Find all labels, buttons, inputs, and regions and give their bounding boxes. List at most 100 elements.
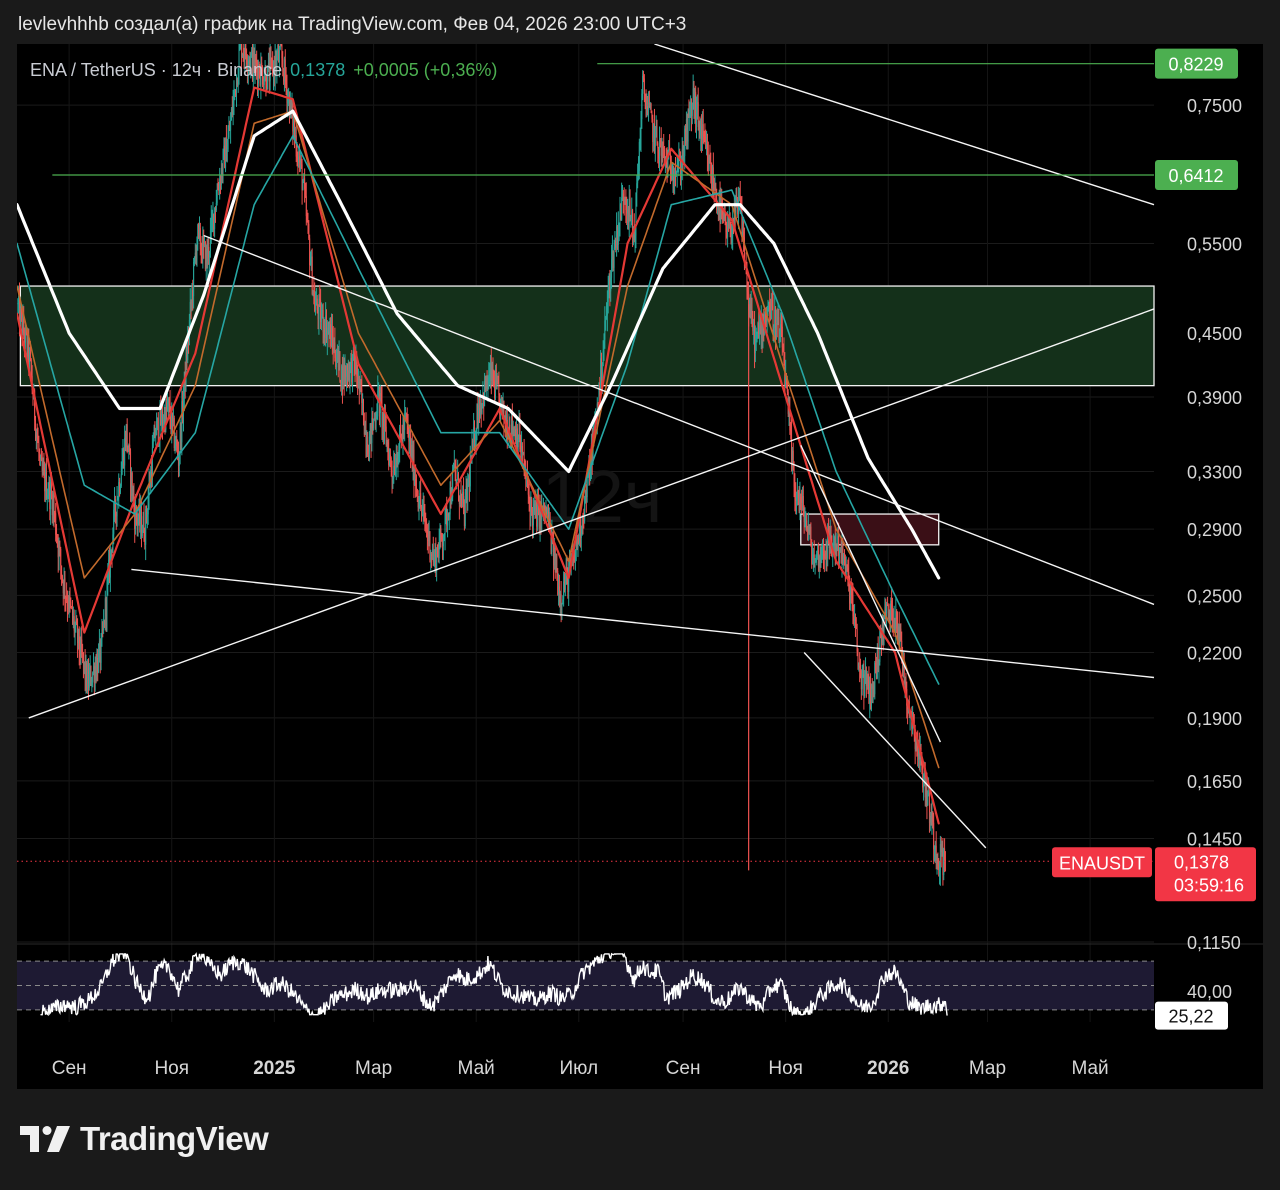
candle-body [88, 673, 90, 688]
candle-body [255, 57, 257, 63]
candle-body [193, 261, 195, 297]
candle-body [807, 528, 809, 532]
candle-body [479, 402, 481, 416]
candle-body [387, 442, 389, 450]
candle-body [288, 94, 290, 118]
candle-body [340, 381, 342, 385]
candle-body [870, 684, 872, 710]
candle-body [627, 209, 629, 223]
candle-body [98, 641, 100, 650]
candle-body [113, 509, 115, 535]
candle-body [407, 424, 409, 430]
candle-body [269, 57, 271, 82]
candle-body [800, 496, 802, 501]
price-chart[interactable]: 12ч 0,75000,55000,45000,39000,33000,2900… [17, 44, 1263, 1089]
candle-body [729, 217, 731, 232]
candle-body [491, 363, 493, 382]
candle-body [558, 586, 560, 595]
candle-body [602, 350, 604, 367]
candle-body [39, 452, 41, 458]
candle-body [106, 582, 108, 617]
candle-body [481, 403, 483, 413]
symbol-badge [1052, 847, 1152, 878]
candle-body [381, 400, 383, 427]
candle-body [371, 417, 373, 444]
candle-body [858, 666, 860, 668]
candle-body [656, 125, 658, 144]
candle-body [362, 399, 364, 403]
candle-body [114, 499, 116, 510]
candle-body [726, 232, 728, 238]
candle-body [895, 611, 897, 629]
candle-body [92, 672, 94, 683]
candle-body [943, 848, 945, 875]
candle-body [421, 505, 423, 511]
candle-body [749, 303, 751, 319]
candle-body [840, 547, 842, 563]
symbol-title: ENA / TetherUS · 12ч · Binance [30, 60, 283, 80]
candle-body [484, 381, 486, 407]
price-tick-label: 0,1150 [1187, 933, 1241, 953]
candle-body [803, 507, 805, 522]
candle-body [865, 670, 867, 686]
candle-body [147, 497, 149, 515]
candle-body [632, 210, 634, 234]
candle-body [503, 401, 505, 422]
candle-body [52, 501, 54, 516]
candle-body [490, 363, 492, 382]
candle-body [849, 587, 851, 604]
candle-body [839, 547, 841, 550]
candle-body [661, 147, 663, 156]
candle-body [731, 236, 733, 239]
candle-body [264, 69, 266, 79]
candle-body [208, 246, 210, 258]
candle-body [81, 639, 83, 654]
candle-body [45, 472, 47, 499]
candle-body [197, 224, 199, 240]
candle-body [181, 401, 183, 443]
candle-body [755, 334, 757, 339]
candle-body [294, 135, 296, 137]
tradingview-logo[interactable]: TradingView [20, 1120, 269, 1158]
candle-body [373, 418, 375, 420]
candle-body [771, 298, 773, 307]
candle-body [797, 490, 799, 493]
candle-body [179, 427, 181, 454]
candle-body [78, 629, 80, 652]
candle-body [812, 556, 814, 565]
candle-body [221, 167, 223, 174]
candle-body [243, 54, 245, 59]
candle-body [641, 93, 643, 120]
candle-body [842, 541, 844, 564]
symbol-legend[interactable]: ENA / TetherUS · 12ч · Binance 0,1378 +0,0… [30, 60, 497, 81]
candle-body [738, 195, 740, 200]
candle-body [375, 418, 377, 423]
candle-body [265, 69, 267, 89]
candle-body [412, 449, 414, 469]
candle-body [380, 393, 382, 401]
candle-body [143, 516, 145, 540]
candle-body [341, 366, 343, 390]
candle-body [89, 667, 91, 674]
oscillator-pane [17, 943, 1263, 1017]
candle-body [576, 539, 578, 549]
candle-body [560, 594, 562, 607]
candle-body [258, 66, 260, 77]
candle-body [267, 65, 269, 90]
candle-body [811, 545, 813, 565]
candle-body [325, 315, 327, 340]
candle-body [205, 248, 207, 270]
candle-body [204, 242, 206, 244]
chart-frame[interactable]: 12ч 0,7500 0,5500 0,4500 0,3900 0,3300 0,2900… [17, 44, 1263, 1089]
price-tick-label: 0,5500 [1187, 235, 1242, 255]
time-axis: Сен Ноя 2025 Мар Май Июл Сен Ноя 2026 Мар Май [52, 1058, 1109, 1079]
candle-body [817, 550, 819, 552]
candle-body [216, 189, 218, 203]
candle-body [229, 129, 231, 131]
candle-body [877, 648, 879, 670]
candle-body [584, 496, 586, 522]
candle-body [148, 482, 150, 498]
candle-body [82, 653, 84, 655]
trend-lines [28, 44, 1155, 849]
candle-body [223, 145, 225, 152]
